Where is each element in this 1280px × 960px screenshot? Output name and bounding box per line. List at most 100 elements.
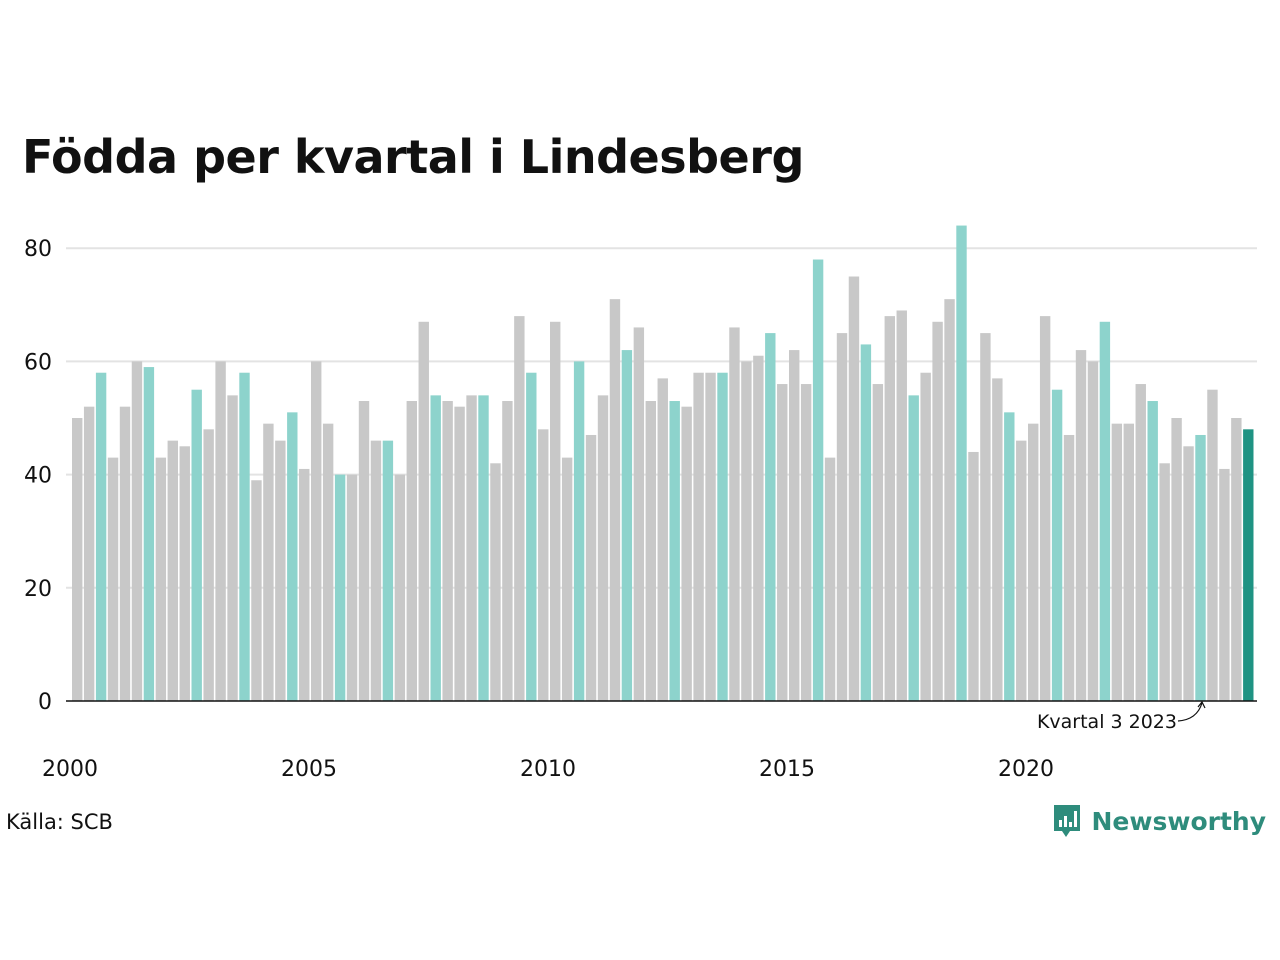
- brand-name: Newsworthy: [1091, 806, 1267, 836]
- bar: [95, 372, 107, 701]
- bar: [227, 395, 238, 701]
- bar: [1075, 350, 1087, 701]
- bar: [1099, 321, 1111, 701]
- bar: [645, 401, 656, 701]
- bar: [860, 344, 872, 701]
- bar: [1123, 423, 1134, 701]
- x-tick-label: 2020: [998, 757, 1054, 782]
- x-axis-ticks: 2000 2005 2010 2015 2020: [42, 757, 1054, 782]
- bar: [992, 378, 1003, 701]
- bar: [968, 451, 979, 701]
- bar: [621, 350, 633, 701]
- bar: [585, 434, 597, 701]
- bar: [741, 361, 752, 701]
- bar: [502, 401, 513, 701]
- bar: [765, 333, 776, 701]
- annotation-arrow: [1177, 702, 1203, 722]
- bar: [1171, 418, 1182, 701]
- bar: [1051, 389, 1063, 701]
- bar: [717, 372, 728, 701]
- bar: [155, 457, 167, 701]
- bar: [1039, 316, 1051, 701]
- source-label: Källa: SCB: [6, 810, 113, 834]
- bar: [191, 389, 202, 701]
- bar: [442, 401, 453, 701]
- bar: [490, 463, 501, 701]
- bar: [812, 259, 824, 701]
- bar: [538, 429, 549, 701]
- bar: [454, 406, 465, 701]
- x-tick-label: 2015: [759, 757, 815, 782]
- bar: [466, 395, 477, 701]
- bar: [131, 361, 143, 701]
- x-tick-label: 2000: [42, 757, 98, 782]
- bar: [705, 372, 716, 701]
- bar: [143, 367, 155, 701]
- bar: [370, 440, 382, 701]
- bar: [251, 480, 262, 701]
- annotation-label: Kvartal 3 2023: [1037, 711, 1177, 733]
- bar: [514, 316, 525, 701]
- bar-chart: 0 20 40 60 80 2000 2005 2010 2015 2020 Kvartal 3…: [24, 225, 1257, 782]
- bar: [669, 401, 680, 701]
- bar: [1207, 389, 1218, 701]
- y-tick-label: 40: [24, 464, 52, 489]
- bar: [203, 429, 214, 701]
- brand-logo: Newsworthy: [1052, 803, 1267, 839]
- bars: [72, 225, 1254, 701]
- bar: [944, 299, 955, 701]
- chart-title: Födda per kvartal i Lindesberg: [22, 130, 804, 184]
- bar: [1159, 463, 1170, 701]
- bar: [107, 457, 119, 701]
- y-tick-label: 60: [24, 350, 52, 375]
- bar: [215, 361, 226, 701]
- bar: [382, 440, 394, 701]
- bar: [358, 401, 370, 701]
- bar: [932, 321, 943, 701]
- y-tick-label: 0: [38, 690, 52, 715]
- bar: [263, 423, 274, 701]
- bar: [920, 372, 931, 701]
- annotation-arrowhead: [1197, 700, 1206, 709]
- bar: [633, 327, 645, 701]
- x-tick-label: 2005: [281, 757, 337, 782]
- bar: [1231, 418, 1242, 701]
- y-tick-label: 80: [24, 237, 52, 262]
- bar: [1195, 434, 1206, 701]
- bar: [394, 474, 406, 701]
- bar: [1087, 361, 1099, 701]
- newsworthy-logo-icon: [1053, 805, 1080, 837]
- bar: [848, 276, 860, 701]
- bar: [478, 395, 489, 701]
- bar-latest: [1243, 429, 1254, 701]
- bar: [1147, 401, 1158, 701]
- bar: [561, 457, 573, 701]
- bar: [693, 372, 704, 701]
- bar: [526, 372, 537, 701]
- bar: [980, 333, 991, 701]
- bar: [908, 395, 919, 701]
- bar: [287, 412, 298, 701]
- bar: [418, 321, 429, 701]
- bar: [1016, 440, 1027, 701]
- bar: [824, 457, 836, 701]
- bar: [1004, 412, 1015, 701]
- bar: [119, 406, 131, 701]
- bar: [1063, 434, 1075, 701]
- bar: [573, 361, 585, 701]
- bar: [299, 468, 310, 701]
- bar: [729, 327, 740, 701]
- bar: [896, 310, 907, 701]
- bar: [550, 321, 561, 701]
- bar: [884, 316, 895, 701]
- x-tick-label: 2010: [520, 757, 576, 782]
- bar: [1219, 468, 1230, 701]
- y-tick-label: 20: [24, 577, 52, 602]
- bar: [406, 401, 417, 701]
- bar: [83, 406, 95, 701]
- bar: [322, 423, 334, 701]
- bar: [609, 299, 621, 701]
- bar: [597, 395, 609, 701]
- bar: [72, 418, 83, 701]
- bar: [1111, 423, 1123, 701]
